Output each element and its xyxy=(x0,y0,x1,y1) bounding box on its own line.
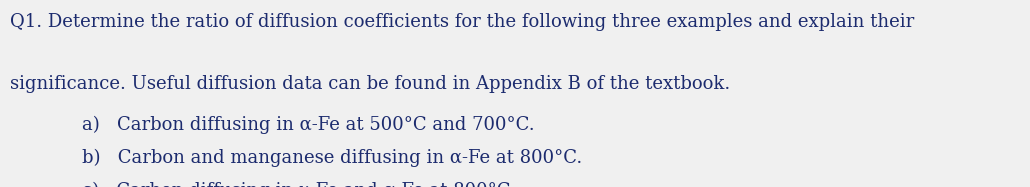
Text: significance. Useful diffusion data can be found in Appendix B of the textbook.: significance. Useful diffusion data can … xyxy=(10,75,730,93)
Text: c)   Carbon diffusing in γ-Fe and α-Fe at 800°C.: c) Carbon diffusing in γ-Fe and α-Fe at … xyxy=(82,181,516,187)
Text: b)   Carbon and manganese diffusing in α-Fe at 800°C.: b) Carbon and manganese diffusing in α-F… xyxy=(82,149,583,167)
Text: Q1. Determine the ratio of diffusion coefficients for the following three exampl: Q1. Determine the ratio of diffusion coe… xyxy=(10,13,915,31)
Text: a)   Carbon diffusing in α-Fe at 500°C and 700°C.: a) Carbon diffusing in α-Fe at 500°C and… xyxy=(82,116,535,134)
